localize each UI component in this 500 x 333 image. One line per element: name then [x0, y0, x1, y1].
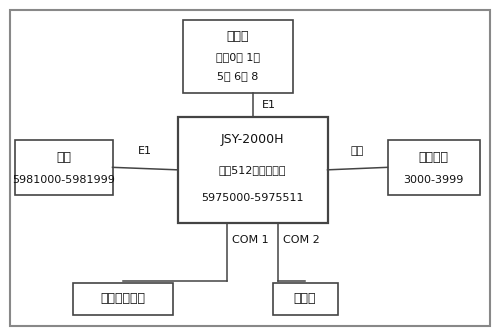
Text: COM 1: COM 1	[232, 235, 268, 245]
FancyBboxPatch shape	[182, 20, 292, 93]
Text: 字头0、 1、: 字头0、 1、	[216, 52, 260, 62]
Text: 5、 6、 8: 5、 6、 8	[217, 71, 258, 81]
Text: 上级局: 上级局	[226, 30, 249, 43]
FancyBboxPatch shape	[10, 10, 490, 326]
Text: E1: E1	[138, 146, 152, 156]
Text: 计费管理电脑: 计费管理电脑	[100, 292, 145, 305]
Text: 调度台: 调度台	[294, 292, 316, 305]
Text: 联营单位: 联营单位	[419, 152, 449, 165]
Text: 专网: 专网	[56, 152, 72, 165]
Text: 3000-3999: 3000-3999	[404, 175, 464, 185]
Text: 5975000-5975511: 5975000-5975511	[201, 192, 304, 202]
FancyBboxPatch shape	[388, 140, 480, 195]
FancyBboxPatch shape	[178, 117, 328, 223]
Text: 环路: 环路	[351, 146, 364, 156]
Text: COM 2: COM 2	[283, 235, 320, 245]
FancyBboxPatch shape	[272, 283, 338, 315]
Text: E1: E1	[262, 100, 276, 110]
Text: 内线512部，号码：: 内线512部，号码：	[219, 165, 286, 175]
FancyBboxPatch shape	[15, 140, 112, 195]
Text: 5981000-5981999: 5981000-5981999	[12, 175, 115, 185]
FancyBboxPatch shape	[72, 283, 172, 315]
Text: JSY-2000H: JSY-2000H	[221, 134, 284, 147]
